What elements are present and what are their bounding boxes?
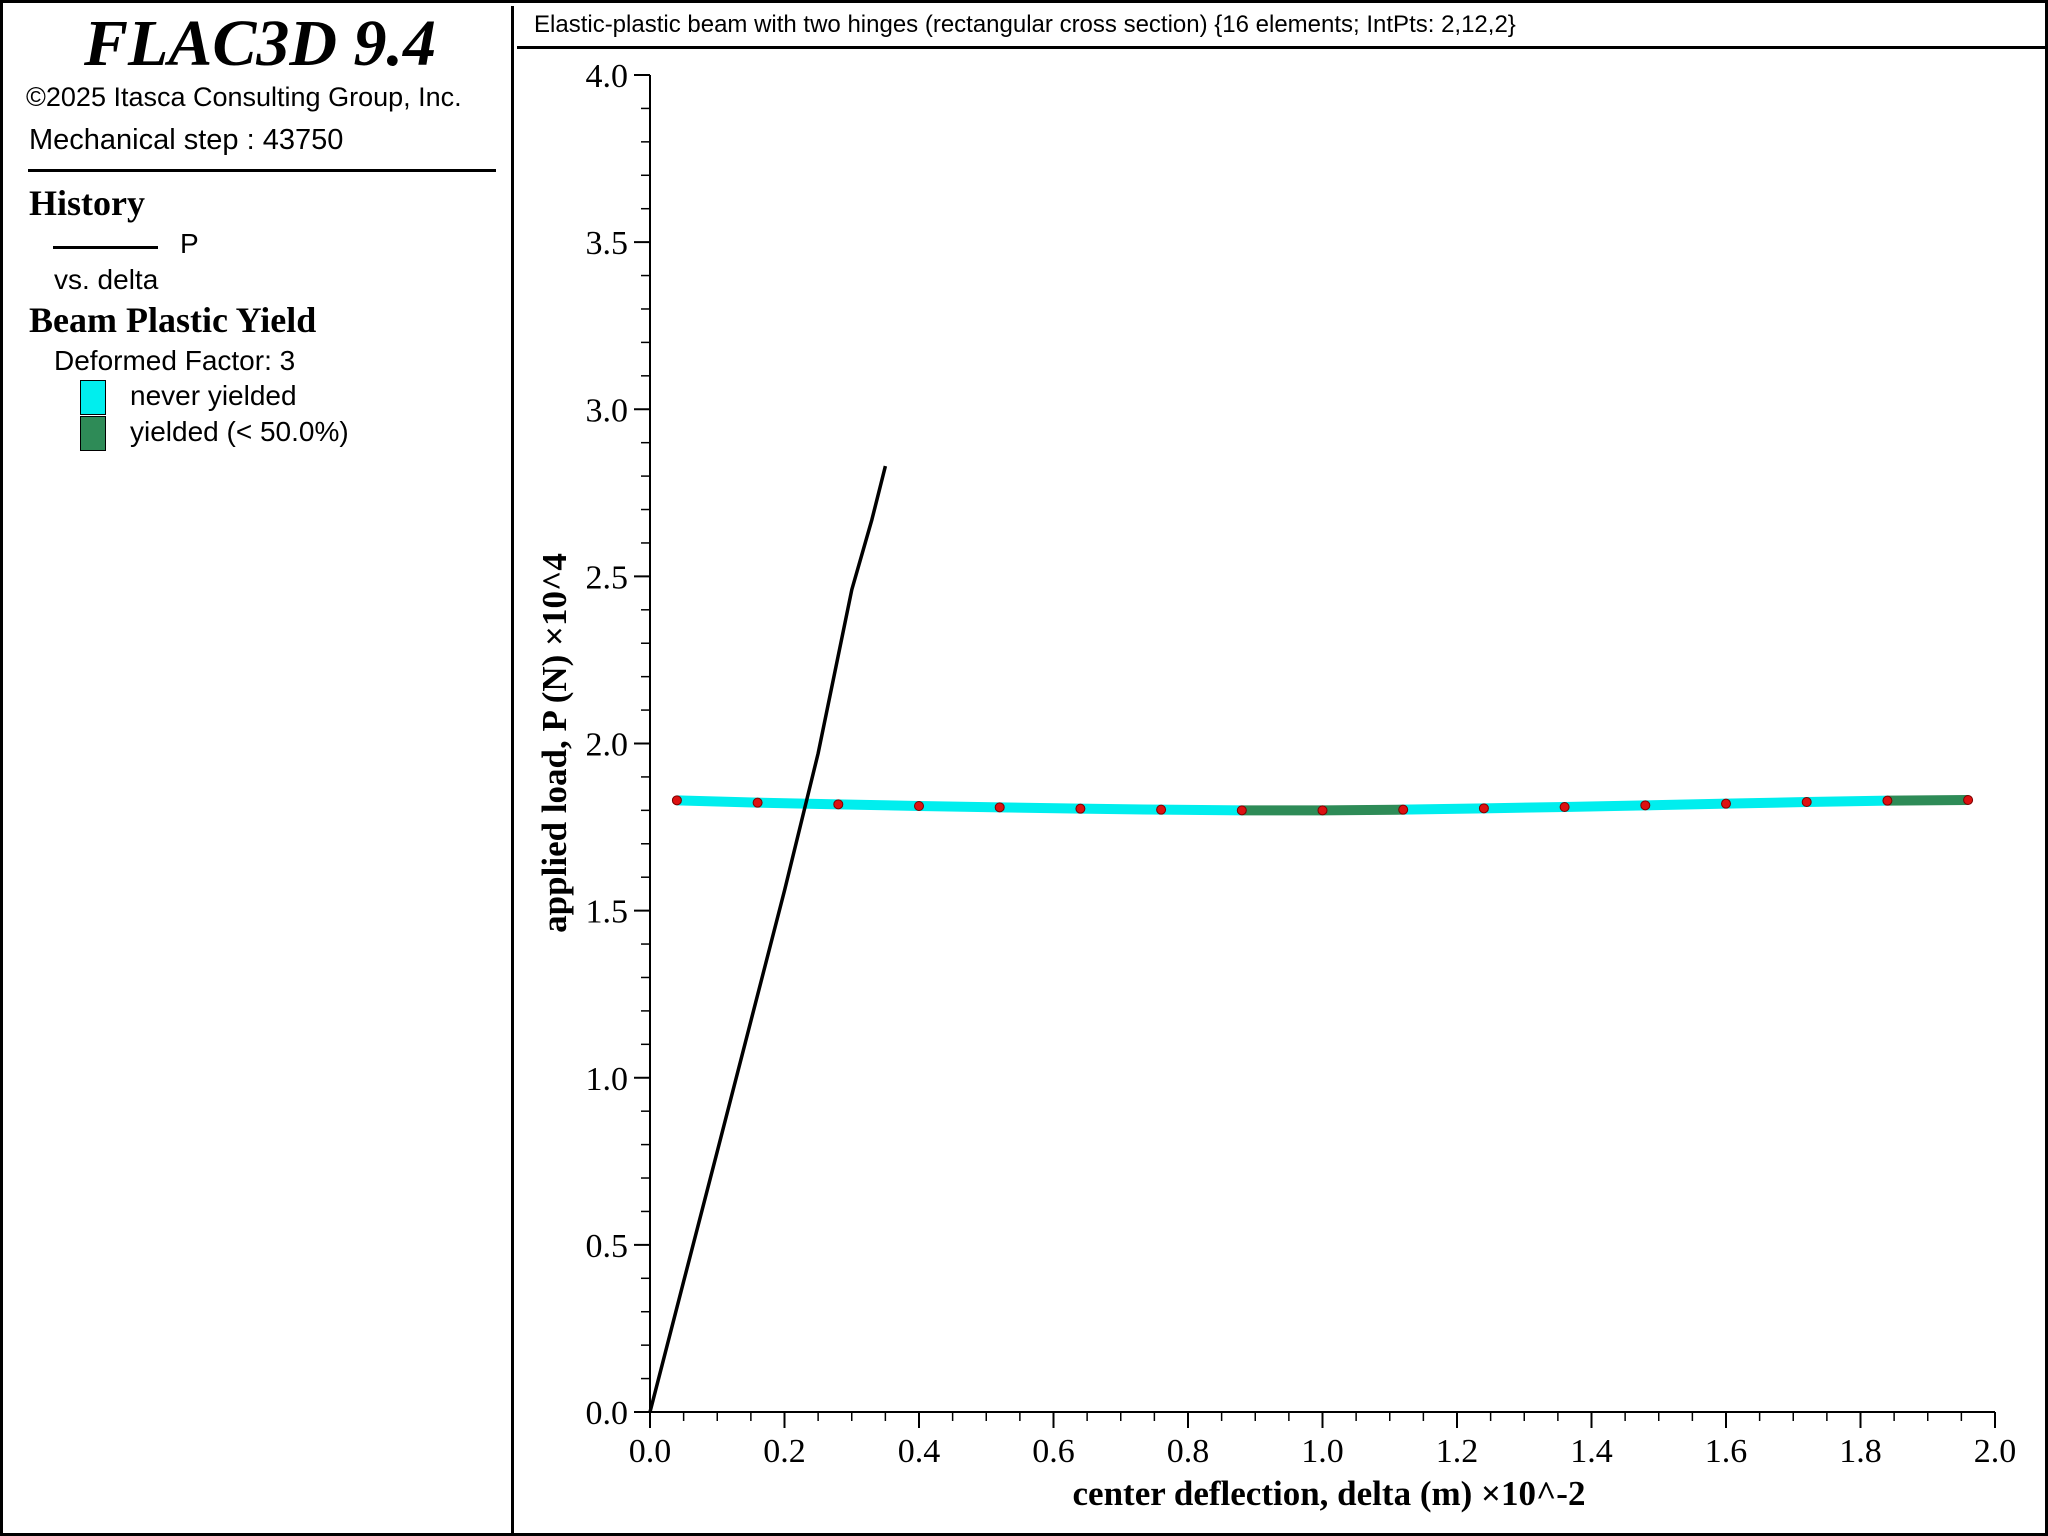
y-tick-label: 1.0 (586, 1061, 629, 1098)
beam-element (757, 797, 839, 810)
x-tick-label: 0.4 (898, 1433, 941, 1470)
beam-node (1963, 794, 1974, 805)
beam-yield-heading: Beam Plastic Yield (29, 300, 317, 340)
beam-node (1156, 804, 1167, 815)
x-axis-label: center deflection, delta (m) ×10^-2 (1073, 1474, 1586, 1513)
y-tick-label: 3.0 (586, 392, 629, 429)
axes: 0.0 0.5 1.0 1.5 2.0 2.5 3.0 3.5 4.0 0.0 0.2 0.4 0.6 0… (586, 58, 2017, 1470)
x-tick-label: 1.4 (1570, 1433, 1613, 1470)
history-series (648, 465, 888, 1413)
never-yielded-label: never yielded (130, 380, 297, 411)
plot-title-bar: Elastic-plastic beam with two hinges (re… (517, 6, 2048, 49)
legend-divider (28, 169, 496, 172)
beam-element (1483, 802, 1565, 814)
y-tick-label: 0.5 (586, 1228, 629, 1265)
beam-node (671, 795, 682, 806)
x-tick-label: 0.8 (1167, 1433, 1210, 1470)
beam-element (1645, 798, 1727, 811)
step-label: Mechanical step : 43750 (29, 124, 344, 156)
beam-nodes (671, 794, 1974, 816)
y-tick-label: 4.0 (586, 58, 629, 95)
y-tick-label: 3.5 (586, 225, 629, 262)
deformed-factor-label: Deformed Factor: 3 (54, 345, 296, 376)
copyright-text: ©2025 Itasca Consulting Group, Inc. (26, 82, 462, 112)
history-heading: History (29, 183, 145, 223)
history-vs-label: vs. delta (54, 264, 159, 295)
yielded-swatch (80, 416, 106, 451)
beam-element (676, 795, 758, 808)
y-axis-label: applied load, P (N) ×10^4 (535, 553, 574, 933)
x-tick-label: 0.2 (763, 1433, 806, 1470)
beam-element (918, 801, 1000, 813)
beam-element (999, 802, 1081, 814)
history-line-swatch (53, 246, 158, 249)
legend-panel: FLAC3D 9.4 ©2025 Itasca Consulting Group… (6, 6, 514, 1536)
beam-overlay (676, 794, 1969, 816)
y-tick-label: 0.0 (586, 1395, 629, 1432)
never-yielded-swatch (80, 380, 106, 415)
series-line-p (648, 465, 888, 1413)
beam-node (1640, 800, 1651, 811)
beam-element (1161, 804, 1242, 816)
beam-node (1882, 795, 1893, 806)
beam-node (994, 802, 1005, 813)
plot-title: Elastic-plastic beam with two hinges (re… (534, 11, 1516, 38)
y-tick-label: 2.5 (586, 559, 629, 596)
history-series-label: P (180, 228, 199, 259)
beam-element (1322, 804, 1404, 816)
x-tick-label: 1.2 (1436, 1433, 1479, 1470)
x-tick-label: 1.0 (1301, 1433, 1344, 1470)
beam-element (1080, 803, 1162, 815)
x-tick-label: 1.6 (1705, 1433, 1748, 1470)
beam-node (752, 797, 763, 808)
beam-node (1721, 798, 1731, 809)
beam-node (1478, 803, 1489, 814)
beam-node (1801, 796, 1812, 807)
y-tick-label: 2.0 (586, 727, 629, 764)
beam-element (838, 799, 920, 812)
x-tick-label: 1.8 (1839, 1433, 1882, 1470)
beam-element (1403, 803, 1484, 815)
yielded-label: yielded (< 50.0%) (130, 416, 349, 447)
beam-element (1887, 794, 1969, 806)
beam-element (1564, 800, 1646, 813)
y-tick-label: 1.5 (586, 894, 629, 931)
beam-element (1725, 796, 1807, 809)
beam-node (1236, 805, 1247, 816)
beam-node (1075, 803, 1086, 814)
beam-node (914, 801, 924, 812)
beam-node (833, 799, 844, 810)
beam-node (1317, 805, 1328, 816)
beam-element (1806, 795, 1888, 807)
beam-node (1398, 804, 1409, 815)
x-tick-label: 2.0 (1974, 1433, 2017, 1470)
x-tick-label: 0.0 (629, 1433, 672, 1470)
app-title: FLAC3D 9.4 (83, 7, 437, 80)
beam-node (1559, 802, 1570, 813)
x-tick-label: 0.6 (1032, 1433, 1075, 1470)
